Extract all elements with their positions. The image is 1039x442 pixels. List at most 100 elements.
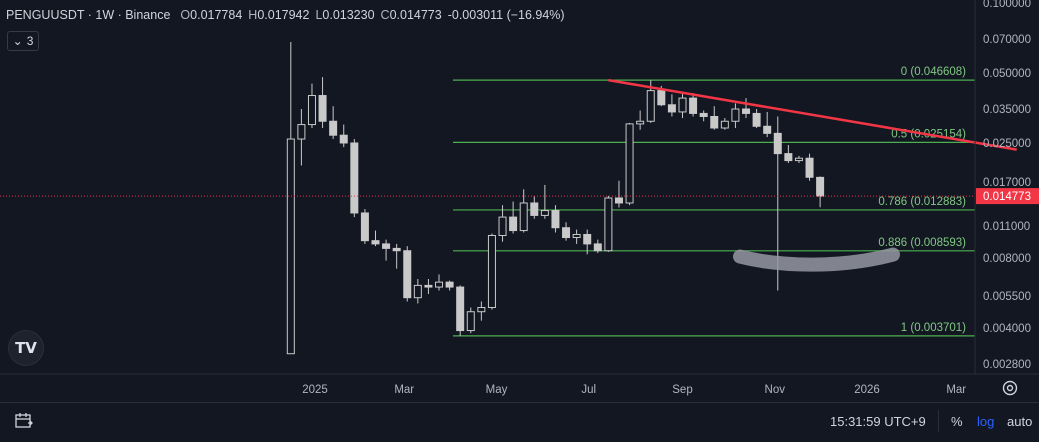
- candle-body[interactable]: [487, 234, 496, 309]
- percent-scale-toggle[interactable]: %: [951, 414, 963, 429]
- candle-body[interactable]: [318, 95, 327, 122]
- candle-body[interactable]: [604, 197, 613, 252]
- chart-legend: PENGUUSDT · 1W · Binance O 0.017784 H 0.01…: [6, 8, 571, 22]
- tradingview-logo[interactable]: TV: [8, 330, 44, 366]
- time-axis[interactable]: 2025 Mar May Jul Sep Nov 2026 Mar: [302, 384, 966, 396]
- candle-body[interactable]: [382, 243, 391, 249]
- price-tick-label: 0.004000: [983, 323, 1031, 335]
- candle-body[interactable]: [773, 132, 782, 155]
- price-tick-label: 0.017000: [983, 177, 1031, 189]
- price-tick-label: 0.100000: [983, 0, 1031, 10]
- candlestick-series[interactable]: [286, 41, 825, 355]
- candle-body[interactable]: [540, 210, 549, 216]
- candle-body[interactable]: [297, 124, 306, 140]
- gear-icon[interactable]: [1001, 379, 1019, 397]
- open-value: 0.017784: [190, 8, 243, 22]
- time-tick-label: Mar: [946, 384, 966, 396]
- bottom-toolbar: [0, 402, 1039, 442]
- date-range-icon[interactable]: [14, 412, 34, 430]
- candle-body[interactable]: [816, 176, 825, 197]
- candle-body[interactable]: [551, 210, 560, 229]
- candle-body[interactable]: [689, 97, 698, 114]
- candle-body[interactable]: [286, 138, 295, 355]
- high-value: 0.017942: [257, 8, 310, 22]
- fib-level-label: 0.886 (0.008593): [878, 237, 966, 249]
- candle-body[interactable]: [371, 240, 380, 245]
- candle-body[interactable]: [763, 125, 772, 134]
- candle-body[interactable]: [794, 157, 803, 162]
- price-tick-label: 0.050000: [983, 68, 1031, 80]
- candle-body[interactable]: [646, 90, 655, 122]
- price-tick-label: 0.035000: [983, 104, 1031, 116]
- candle-body[interactable]: [562, 227, 571, 239]
- candle-body[interactable]: [350, 142, 359, 214]
- candle-body[interactable]: [456, 286, 465, 332]
- candle-body[interactable]: [731, 108, 740, 122]
- close-label: C: [380, 8, 390, 22]
- candle-body[interactable]: [435, 281, 444, 288]
- time-tick-label: Sep: [672, 384, 692, 396]
- candle-body[interactable]: [614, 197, 623, 204]
- open-label: O: [180, 8, 191, 22]
- price-tick-label: 0.011000: [983, 221, 1030, 233]
- candle-body[interactable]: [805, 157, 814, 178]
- candle-body[interactable]: [710, 115, 719, 129]
- candle-body[interactable]: [392, 247, 401, 252]
- candle-body[interactable]: [403, 250, 412, 299]
- candle-body[interactable]: [657, 90, 666, 106]
- candle-body[interactable]: [360, 212, 369, 242]
- candle-body[interactable]: [752, 112, 761, 127]
- candle-body[interactable]: [466, 311, 475, 332]
- low-value: 0.013230: [322, 8, 375, 22]
- candle-body[interactable]: [424, 284, 433, 288]
- candle-body[interactable]: [445, 281, 454, 288]
- clock-text[interactable]: 15:31:59 UTC+9: [830, 414, 926, 429]
- high-label: H: [248, 8, 258, 22]
- candle-body[interactable]: [625, 123, 634, 204]
- price-tick-label: 0.025000: [983, 138, 1031, 150]
- candle-body[interactable]: [784, 153, 793, 162]
- candle-body[interactable]: [583, 233, 592, 245]
- candle-body[interactable]: [572, 233, 581, 239]
- drawings[interactable]: [0, 78, 1017, 272]
- time-tick-label: Nov: [765, 384, 786, 396]
- price-axis[interactable]: 0.100000 0.070000 0.050000 0.035000 0.025000…: [0, 0, 1039, 375]
- candle-body[interactable]: [329, 120, 338, 136]
- fib-level-label: 0 (0.046608): [901, 66, 966, 78]
- resistance-trendline[interactable]: [608, 78, 1017, 151]
- divider: [938, 410, 939, 432]
- candle-body[interactable]: [339, 134, 348, 144]
- time-tick-label: 2025: [302, 384, 328, 396]
- candle-body[interactable]: [678, 97, 687, 113]
- candle-body[interactable]: [307, 95, 316, 126]
- candle-body[interactable]: [667, 104, 676, 113]
- chevron-down-icon: ⌄: [12, 34, 23, 48]
- auto-scale-toggle[interactable]: auto: [1007, 414, 1033, 429]
- fib-level-label: 1 (0.003701): [901, 322, 966, 334]
- fib-level-label: 0.786 (0.012883): [878, 196, 966, 208]
- change-value: -0.003011 (−16.94%): [447, 8, 565, 22]
- symbol-label[interactable]: PENGUUSDT · 1W · Binance: [6, 8, 171, 22]
- price-tick-label: 0.070000: [983, 34, 1031, 46]
- price-tick-label: 0.005500: [983, 291, 1031, 303]
- candle-body[interactable]: [530, 202, 539, 216]
- close-value: 0.014773: [389, 8, 442, 22]
- candle-body[interactable]: [413, 284, 422, 299]
- candle-body[interactable]: [636, 120, 645, 125]
- candle-body[interactable]: [477, 307, 486, 313]
- candle-body[interactable]: [509, 216, 518, 232]
- candle-body[interactable]: [519, 202, 528, 232]
- highlighter-mark[interactable]: [733, 247, 900, 272]
- candle-body[interactable]: [742, 108, 751, 114]
- candle-body[interactable]: [699, 112, 708, 117]
- price-tick-label: 0.002800: [983, 359, 1031, 371]
- low-label: L: [315, 8, 323, 22]
- candle-body[interactable]: [593, 243, 602, 252]
- price-tick-label: 0.008000: [983, 253, 1031, 265]
- candle-body[interactable]: [720, 120, 729, 129]
- current-price-label: 0.014773: [983, 191, 1031, 203]
- candle-body[interactable]: [498, 216, 507, 236]
- indicators-toggle-button[interactable]: ⌄ 3: [7, 31, 39, 51]
- log-scale-toggle[interactable]: log: [977, 414, 995, 429]
